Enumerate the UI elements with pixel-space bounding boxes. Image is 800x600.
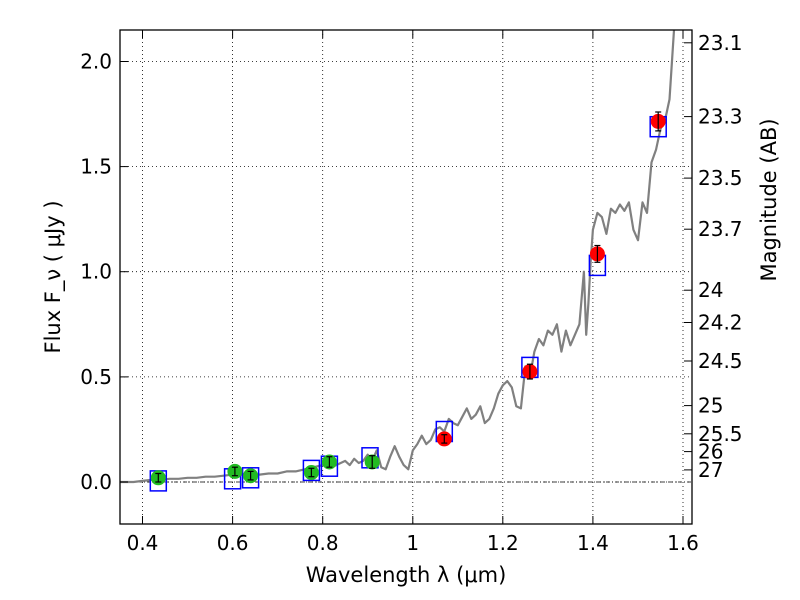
y-tick-label: 0.0: [80, 470, 112, 494]
magnitude-tick-label: 27: [698, 458, 723, 482]
y-tick-label: 1.0: [80, 260, 112, 284]
template-layer: [120, 30, 676, 484]
x-tick-label: 1.4: [577, 531, 609, 555]
magnitude-tick-label: 25.5: [698, 422, 743, 446]
magnitude-axis-title: Magnitude (AB): [757, 118, 781, 281]
magnitude-tick-label: 23.3: [698, 105, 743, 129]
magnitude-tick-label: 25: [698, 394, 723, 418]
model-photometry-box: [241, 467, 260, 489]
grid: [120, 30, 692, 524]
sed-template-line: [120, 30, 676, 484]
magnitude-tick-label: 23.7: [698, 217, 743, 241]
x-axis-title: Wavelength λ (μm): [306, 563, 507, 587]
plot-frame: [119, 29, 693, 525]
magnitude-tick-label: 23.1: [698, 31, 743, 55]
x-tick-label: 1.2: [487, 531, 519, 555]
x-tick-label: 0.8: [307, 531, 339, 555]
y-tick-label: 1.5: [80, 155, 112, 179]
x-tick-label: 0.6: [217, 531, 249, 555]
magnitude-tick-label: 24.2: [698, 311, 743, 335]
x-tick-label: 1: [406, 531, 419, 555]
ticks: [120, 30, 692, 524]
magnitude-tick-label: 24: [698, 278, 723, 302]
magnitude-tick-label: 23.5: [698, 166, 743, 190]
model-photometry-box: [302, 459, 321, 482]
magnitude-tick-label: 26: [698, 440, 723, 464]
magnitude-tick-label: 24.5: [698, 349, 743, 373]
x-tick-label: 1.6: [667, 531, 699, 555]
observed-point-layer: [150, 111, 666, 486]
x-tick-label: 0.4: [127, 531, 159, 555]
tick-labels: 0.4 0.6 0.8 1 1.2 1.4 1.6 0.0 0.5 1.0 1.5 2.0 23.1 23…: [80, 31, 742, 555]
y-tick-label: 2.0: [80, 50, 112, 74]
y-tick-label: 0.5: [80, 365, 112, 389]
y-axis-title: Flux F_ν ( μJy ): [41, 200, 66, 353]
